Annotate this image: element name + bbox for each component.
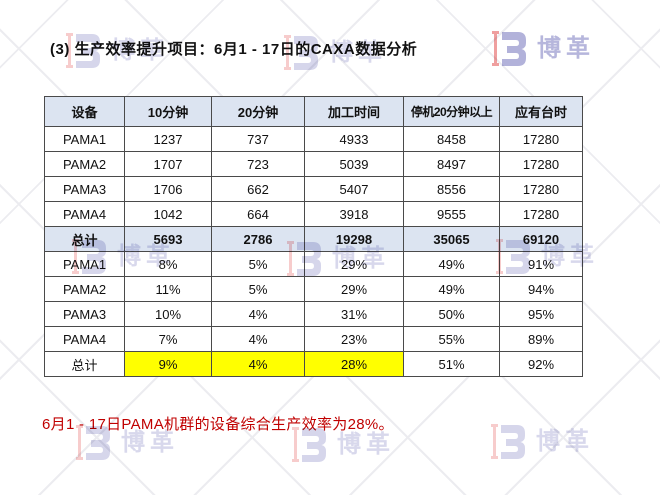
row-label: PAMA2 [44,276,125,302]
row-label: PAMA1 [44,251,125,277]
cell-value: 95% [499,301,583,327]
cell-value: 8497 [403,151,500,177]
cell-value: 1707 [124,151,212,177]
caxa-data-table: 设备 10分钟 20分钟 加工时间 停机20分钟以上 应有台时 PAMA1 1237 737 4… [44,96,583,377]
cell-value: 29% [304,251,404,277]
table-row: PAMA2 1707 723 5039 8497 17280 [44,151,583,177]
cell-value: 1706 [124,176,212,202]
cell-value: 17280 [499,126,583,152]
cell-value: 51% [403,351,500,377]
cell-value: 4933 [304,126,404,152]
cell-value: 9555 [403,201,500,227]
cell-value: 10% [124,301,212,327]
cell-value: 5039 [304,151,404,177]
cell-value: 8556 [403,176,500,202]
cell-value: 49% [403,251,500,277]
cell-value: 4% [211,326,305,352]
cell-value: 4% [211,301,305,327]
table-row: PAMA2 11% 5% 29% 49% 94% [44,276,583,302]
column-header: 应有台时 [499,96,583,127]
row-label: PAMA2 [44,151,125,177]
table-row: PAMA1 8% 5% 29% 49% 91% [44,251,583,277]
cell-value: 1042 [124,201,212,227]
cell-value: 9% [124,351,212,377]
row-label: PAMA3 [44,176,125,202]
conclusion-text: 6月1 - 17日PAMA机群的设备综合生产效率为28%。 [42,416,394,433]
boge-logo-text: 博革 [337,431,395,458]
table-row: 总计 5693 2786 19298 35065 69120 [44,226,583,252]
cell-value: 89% [499,326,583,352]
cell-value: 664 [211,201,305,227]
page-title: (3) 生产效率提升项目：6月1 - 17日的CAXA数据分析 [50,41,418,58]
boge-logo-icon [491,424,525,459]
cell-value: 8% [124,251,212,277]
row-label: PAMA4 [44,201,125,227]
cell-value: 737 [211,126,305,152]
table-row: PAMA4 1042 664 3918 9555 17280 [44,201,583,227]
table-row: PAMA1 1237 737 4933 8458 17280 [44,126,583,152]
table-row: PAMA3 1706 662 5407 8556 17280 [44,176,583,202]
row-label: PAMA3 [44,301,125,327]
cell-value: 2786 [211,226,305,252]
cell-value: 5407 [304,176,404,202]
row-label: 总计 [44,226,125,252]
row-label: 总计 [44,351,125,377]
cell-value: 723 [211,151,305,177]
cell-value: 23% [304,326,404,352]
cell-value: 69120 [499,226,583,252]
cell-value: 5693 [124,226,212,252]
row-label: PAMA1 [44,126,125,152]
cell-value: 17280 [499,176,583,202]
cell-value: 4% [211,351,305,377]
boge-logo-text: 博革 [536,428,594,455]
boge-logo-text: 博革 [121,429,179,456]
cell-value: 94% [499,276,583,302]
cell-value: 50% [403,301,500,327]
cell-value: 35065 [403,226,500,252]
cell-value: 3918 [304,201,404,227]
column-header: 停机20分钟以上 [403,96,500,127]
cell-value: 5% [211,276,305,302]
cell-value: 662 [211,176,305,202]
column-header: 加工时间 [304,96,404,127]
boge-logo-text: 博革 [537,35,595,62]
cell-value: 28% [304,351,404,377]
table-row: PAMA4 7% 4% 23% 55% 89% [44,326,583,352]
boge-logo-watermark: 博革 [488,30,595,68]
cell-value: 49% [403,276,500,302]
table-header-row: 设备 10分钟 20分钟 加工时间 停机20分钟以上 应有台时 [44,96,583,127]
cell-value: 19298 [304,226,404,252]
cell-value: 31% [304,301,404,327]
column-header: 10分钟 [124,96,212,127]
cell-value: 92% [499,351,583,377]
cell-value: 5% [211,251,305,277]
cell-value: 17280 [499,151,583,177]
boge-logo-icon [492,31,526,66]
table-row: PAMA3 10% 4% 31% 50% 95% [44,301,583,327]
boge-logo-watermark: 博革 [487,423,594,461]
cell-value: 55% [403,326,500,352]
column-header: 设备 [44,96,125,127]
cell-value: 8458 [403,126,500,152]
cell-value: 29% [304,276,404,302]
cell-value: 1237 [124,126,212,152]
row-label: PAMA4 [44,326,125,352]
cell-value: 11% [124,276,212,302]
cell-value: 91% [499,251,583,277]
table-row: 总计 9% 4% 28% 51% 92% [44,351,583,377]
cell-value: 7% [124,326,212,352]
column-header: 20分钟 [211,96,305,127]
cell-value: 17280 [499,201,583,227]
